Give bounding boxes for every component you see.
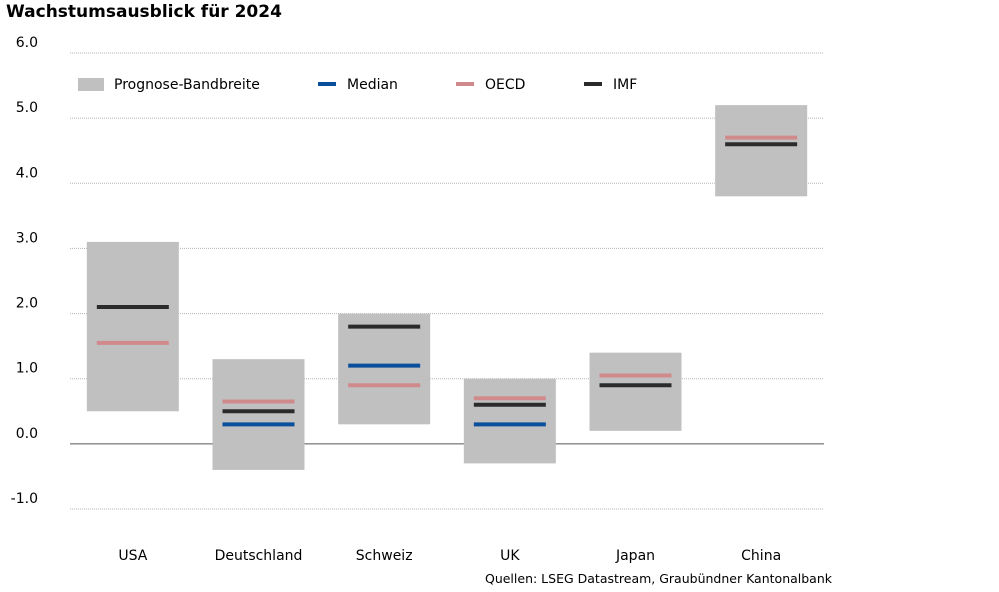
- y-tick-label: 5.0: [16, 100, 38, 116]
- y-tick-label: 3.0: [16, 230, 38, 246]
- y-tick-label: 2.0: [16, 296, 38, 312]
- x-tick-label: UK: [500, 548, 520, 564]
- x-tick-label: Japan: [615, 548, 655, 564]
- range-box-usa: [86, 241, 179, 412]
- legend-label: Median: [347, 77, 398, 93]
- legend-swatch-range: [78, 78, 104, 91]
- x-tick-label: China: [741, 548, 781, 564]
- legend-label: Prognose-Bandbreite: [114, 77, 260, 93]
- y-tick-label: 6.0: [16, 35, 38, 51]
- range-box-china: [715, 105, 808, 197]
- range-box-schweiz: [338, 313, 431, 425]
- y-tick-label: 1.0: [16, 361, 38, 377]
- range-box-japan: [589, 352, 682, 431]
- x-tick-label: USA: [118, 548, 147, 564]
- range-box-deutschland: [212, 359, 305, 470]
- x-tick-label: Schweiz: [356, 548, 413, 564]
- range-box-uk: [463, 378, 556, 464]
- chart-title: Wachstumsausblick für 2024: [6, 2, 282, 22]
- y-tick-label: 4.0: [16, 165, 38, 181]
- legend-label: IMF: [613, 77, 637, 93]
- legend-label: OECD: [485, 77, 525, 93]
- x-tick-label: Deutschland: [215, 548, 303, 564]
- y-tick-label: 0.0: [16, 426, 38, 442]
- source-note: Quellen: LSEG Datastream, Graubündner Ka…: [485, 571, 833, 586]
- y-tick-label: -1.0: [11, 491, 38, 507]
